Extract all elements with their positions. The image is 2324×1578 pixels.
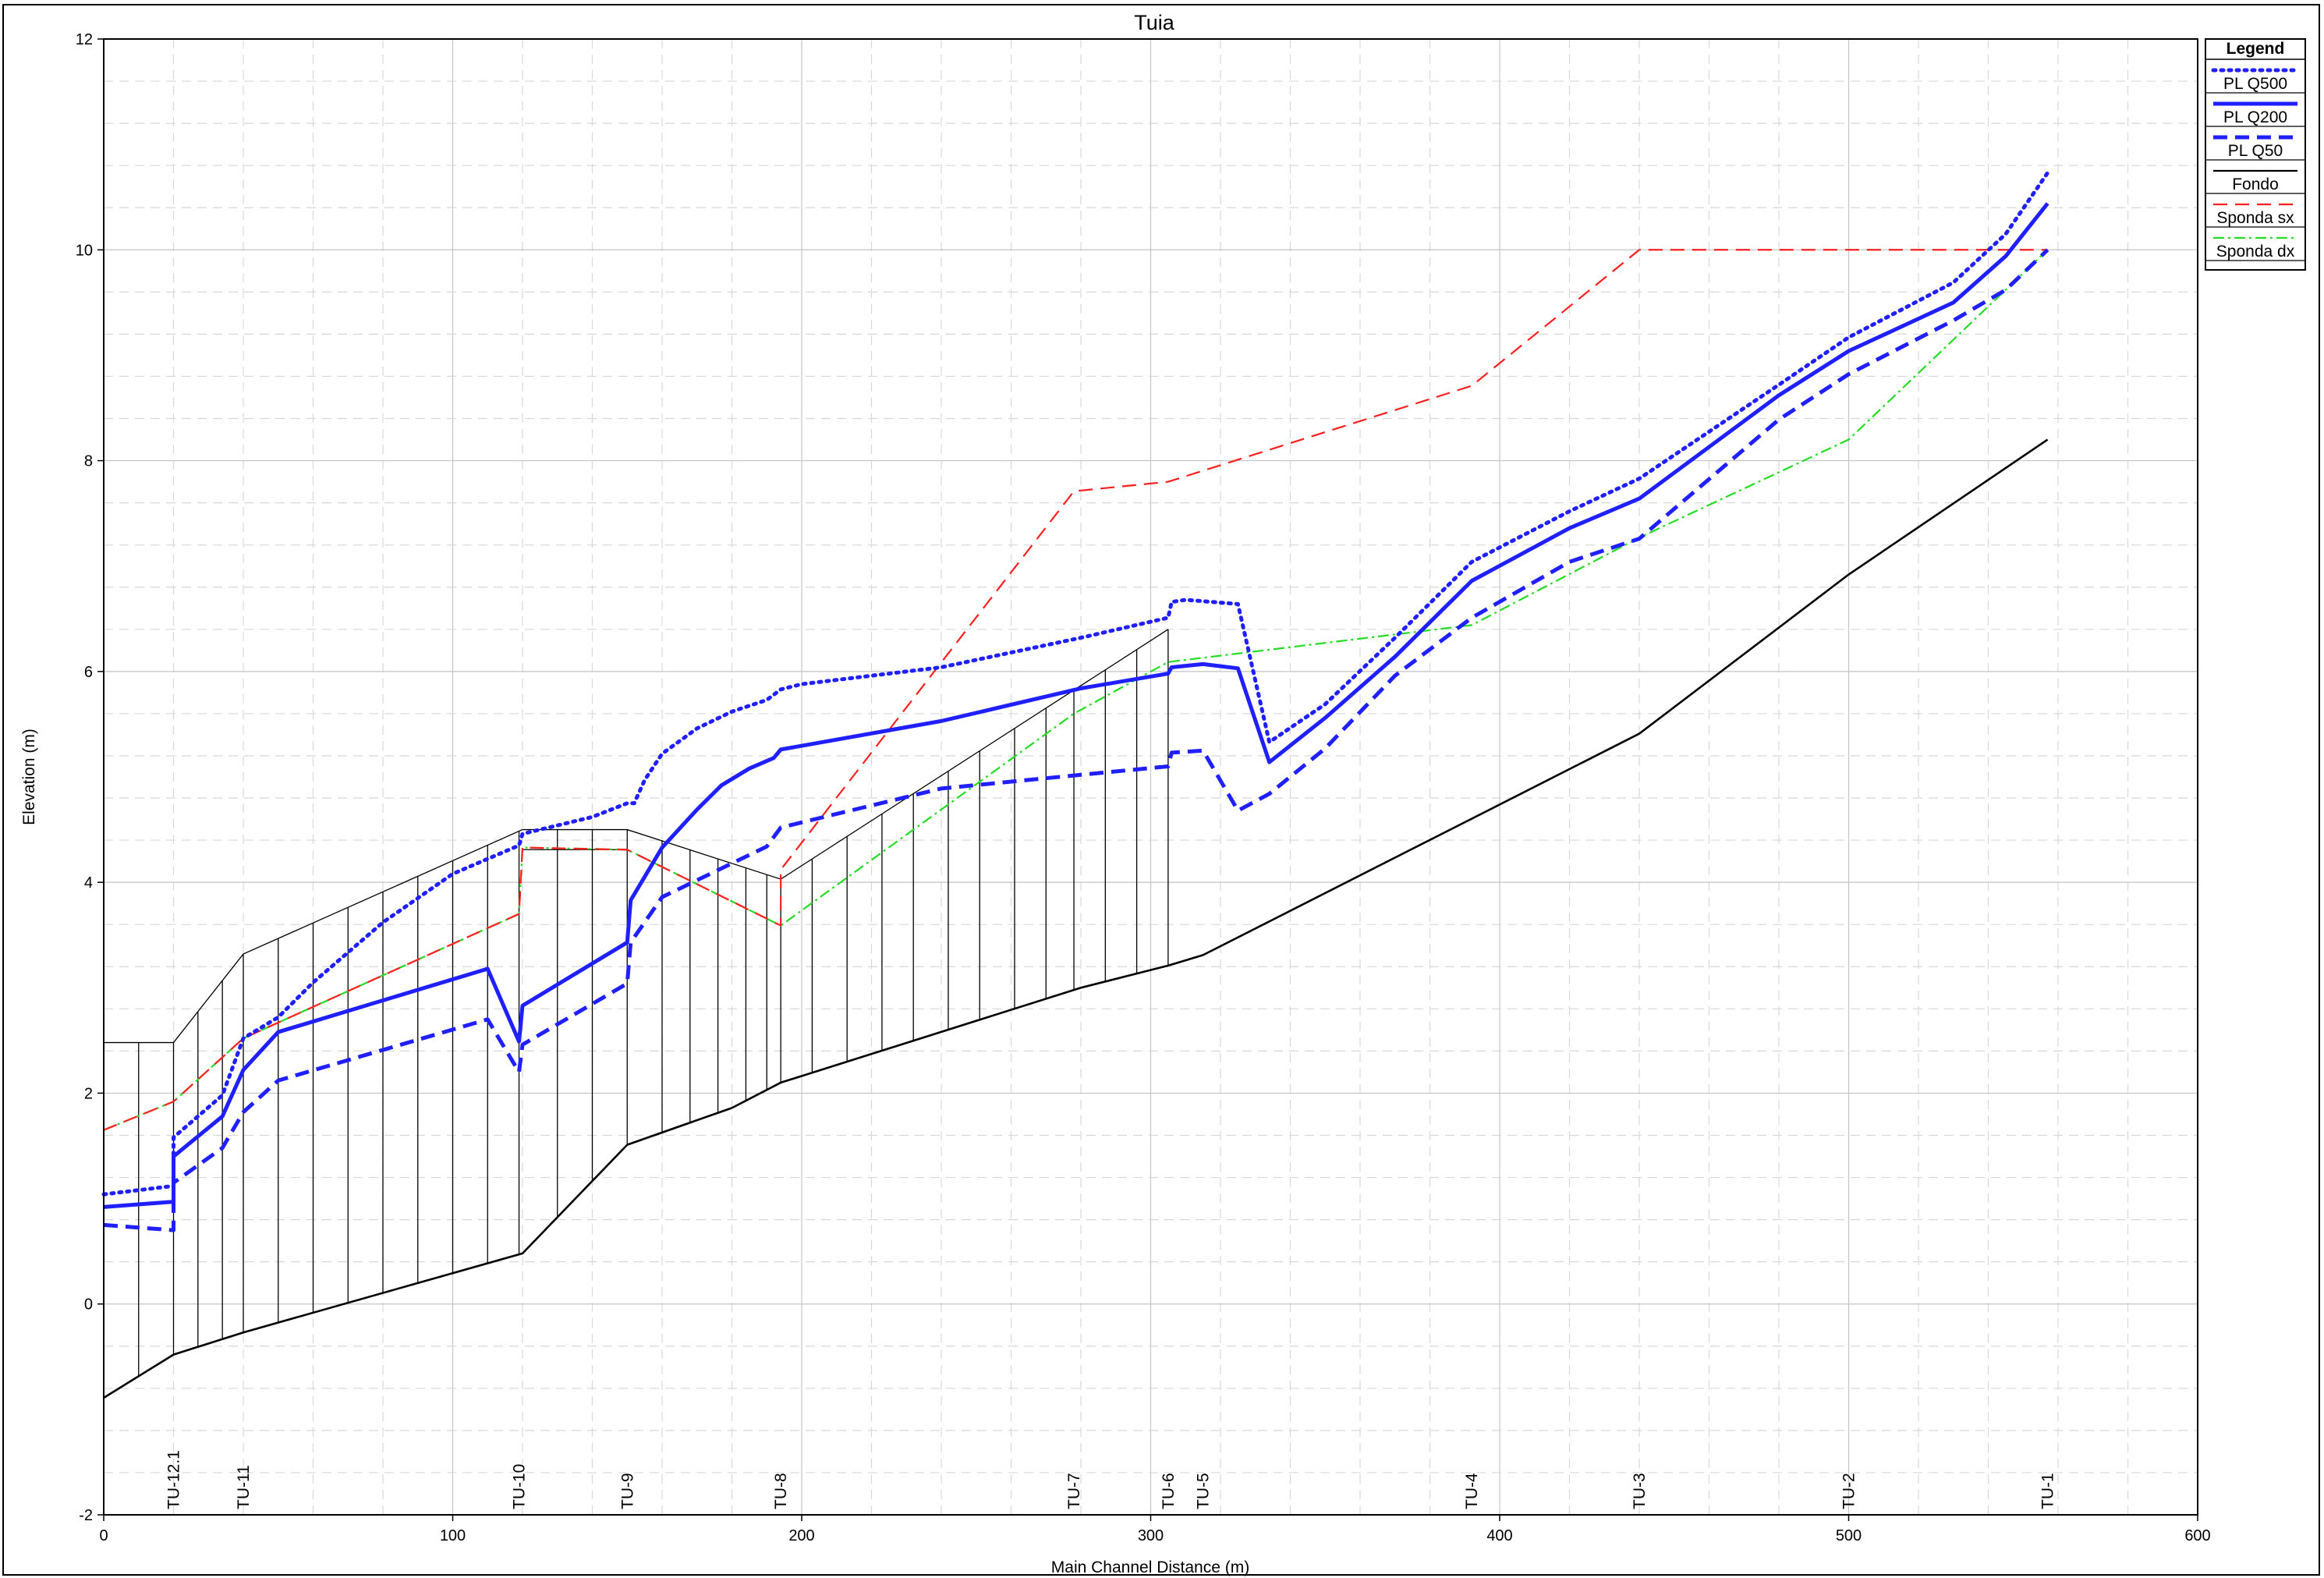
station-label: TU-9 xyxy=(618,1473,636,1509)
series-line-1 xyxy=(103,202,2049,1209)
chart-title: Tuia xyxy=(1134,11,1175,34)
station-label: TU-7 xyxy=(1065,1473,1083,1509)
axis-ticks: 0 100 200 300 400 500 600 -2 0 2 4 6 8 10 12 xyxy=(76,31,2211,1544)
y-tick-label: 2 xyxy=(84,1085,93,1102)
series-line-2 xyxy=(103,248,2049,1232)
station-label: TU-5 xyxy=(1195,1473,1213,1509)
outer-frame xyxy=(2,4,2320,1576)
station-label: TU-8 xyxy=(772,1473,790,1509)
x-axis-title: Main Channel Distance (m) xyxy=(1051,1558,1249,1576)
x-tick-label: 500 xyxy=(1836,1527,1862,1544)
series-lines xyxy=(101,171,2050,1399)
x-tick-label: 600 xyxy=(2184,1527,2210,1544)
legend-label: Sponda dx xyxy=(2216,243,2295,261)
legend-box xyxy=(2205,38,2306,271)
series-line-4 xyxy=(103,249,2048,1131)
station-label: TU-6 xyxy=(1160,1473,1178,1509)
legend-title: Legend xyxy=(2227,40,2285,58)
x-tick-label: 300 xyxy=(1138,1527,1164,1544)
y-tick-label: 12 xyxy=(76,31,93,48)
series-line-3 xyxy=(103,438,2049,1399)
x-tick-label: 100 xyxy=(440,1527,466,1544)
station-label: TU-11 xyxy=(235,1465,253,1509)
station-label: TU-4 xyxy=(1463,1473,1481,1509)
station-label: TU-3 xyxy=(1631,1473,1649,1509)
x-tick-label: 400 xyxy=(1486,1527,1512,1544)
y-tick-label: 10 xyxy=(76,242,93,259)
legend-label: PL Q50 xyxy=(2228,142,2283,160)
station-label: TU-2 xyxy=(1840,1473,1858,1509)
cross-section-lines xyxy=(103,629,1169,1398)
station-label: TU-10 xyxy=(511,1464,529,1509)
legend: Legend PL Q500 PL Q200 PL Q50 Fondo Sponda s… xyxy=(2205,38,2306,271)
station-labels: TU-12.1 TU-11 TU-10 TU-9 TU-8 TU-7 TU-6 TU-5 TU-… xyxy=(165,1450,2057,1509)
y-tick-label: -2 xyxy=(79,1507,93,1524)
legend-label: PL Q200 xyxy=(2223,108,2287,126)
legend-label: Sponda sx xyxy=(2216,209,2294,227)
legend-label: PL Q500 xyxy=(2223,75,2287,93)
series-line-0 xyxy=(101,171,2050,1197)
legend-label: Fondo xyxy=(2232,176,2279,193)
y-axis-title: Elevation (m) xyxy=(20,729,38,825)
station-label: TU-1 xyxy=(2039,1473,2057,1509)
y-tick-label: 6 xyxy=(84,664,93,681)
x-tick-label: 0 xyxy=(99,1527,108,1544)
y-tick-label: 0 xyxy=(84,1296,93,1314)
y-tick-label: 4 xyxy=(84,874,93,892)
y-tick-label: 8 xyxy=(84,453,93,470)
station-label: TU-12.1 xyxy=(165,1450,183,1509)
x-tick-label: 200 xyxy=(788,1527,814,1544)
